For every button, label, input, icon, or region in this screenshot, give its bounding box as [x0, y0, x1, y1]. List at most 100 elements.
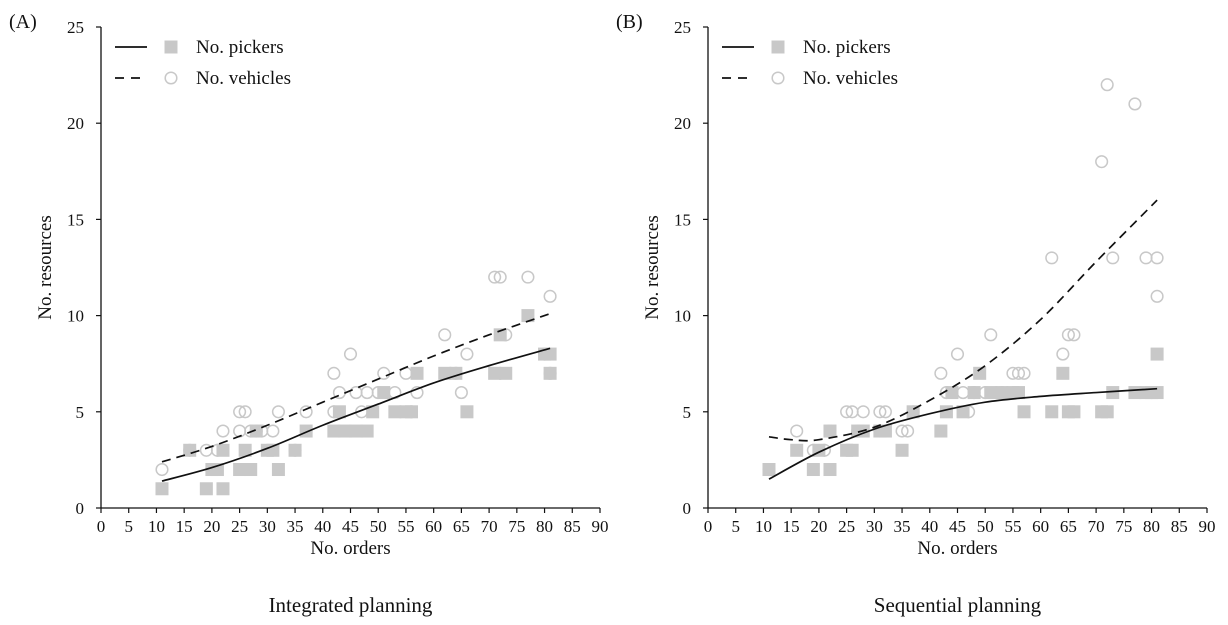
vehicle-marker	[1100, 78, 1114, 92]
chart-panel-a: 0 5 10 15 20 25 30 35 40 45 50 55 60 65 70 75 80 85 900510…	[9, 11, 609, 617]
vehicle-marker	[543, 366, 557, 380]
x-tick-label: 35	[894, 517, 911, 536]
x-tick-label: 50	[977, 517, 994, 536]
y-tick-label: 5	[76, 403, 85, 422]
vehicle-marker	[1150, 289, 1164, 303]
y-tick-label: 15	[67, 210, 84, 229]
vehicle-marker	[840, 405, 854, 419]
vehicle-marker	[1061, 328, 1075, 342]
vehicle-marker	[817, 443, 831, 457]
vehicle-marker	[873, 405, 887, 419]
vehicle-marker	[410, 386, 424, 400]
vehicle-marker	[210, 443, 224, 457]
vehicle-marker	[233, 405, 247, 419]
picker-marker	[1067, 405, 1081, 419]
y-tick-label: 10	[67, 307, 84, 326]
vehicle-marker	[327, 405, 341, 419]
x-tick-label: 40	[314, 517, 331, 536]
x-tick-label: 45	[949, 517, 966, 536]
legend-square-marker	[771, 40, 785, 54]
panel-caption: Integrated planning	[269, 593, 433, 617]
vehicle-marker	[956, 386, 970, 400]
x-tick-label: 30	[259, 517, 276, 536]
vehicle-marker	[327, 366, 341, 380]
picker-marker	[499, 366, 513, 380]
picker-marker	[1128, 386, 1142, 400]
vehicle-marker	[155, 462, 169, 477]
x-tick-label: 5	[731, 517, 740, 536]
picker-marker	[155, 482, 169, 496]
x-tick-label: 15	[176, 517, 193, 536]
x-tick-label: 45	[342, 517, 359, 536]
x-tick-label: 50	[370, 517, 387, 536]
picker-marker	[845, 443, 859, 457]
panel-label: (A)	[9, 11, 37, 33]
picker-marker	[895, 443, 909, 457]
vehicle-marker	[216, 424, 230, 438]
picker-marker	[967, 386, 981, 400]
x-tick-label: 70	[1088, 517, 1105, 536]
vehicle-marker	[984, 328, 998, 342]
picker-marker	[366, 405, 380, 419]
vehicle-marker	[878, 405, 892, 419]
vehicle-marker	[183, 443, 197, 457]
picker-marker	[216, 482, 230, 496]
picker-marker	[271, 463, 285, 477]
x-tick-label: 75	[1115, 517, 1132, 536]
vehicle-marker	[493, 270, 507, 284]
vehicle-marker	[934, 366, 948, 380]
vehicle-marker	[288, 443, 302, 457]
pickers-trend-line	[768, 387, 1158, 480]
x-tick-label: 60	[425, 517, 442, 536]
vehicle-marker	[299, 405, 313, 419]
x-axis-label: No. orders	[310, 538, 390, 559]
vehicle-marker	[521, 270, 535, 284]
vehicle-marker	[238, 405, 252, 419]
vehicle-marker	[1011, 366, 1026, 380]
legend-label: No. vehicles	[196, 68, 291, 89]
vehicle-marker	[978, 386, 992, 400]
vehicle-marker	[1128, 97, 1142, 111]
picker-marker	[410, 366, 424, 380]
chart-panel-b: 0 5 10 15 20 25 30 35 40 45 50 55 60 65 70 75 80 85 900510…	[616, 11, 1216, 617]
x-tick-label: 65	[1060, 517, 1077, 536]
x-tick-label: 80	[1143, 517, 1160, 536]
vehicle-marker	[271, 405, 285, 419]
x-tick-label: 15	[783, 517, 800, 536]
vehicle-marker	[488, 270, 502, 284]
vehicle-marker	[249, 424, 263, 438]
pickers-trend-line	[161, 347, 551, 482]
x-tick-label: 85	[1171, 517, 1188, 536]
picker-marker	[338, 424, 352, 438]
picker-marker	[199, 482, 213, 496]
picker-marker	[1056, 366, 1070, 380]
y-tick-label: 25	[67, 18, 84, 37]
x-tick-label: 90	[592, 517, 609, 536]
picker-marker	[233, 463, 247, 477]
picker-marker	[349, 424, 363, 438]
y-axis-label: No. resources	[642, 215, 663, 319]
legend-label: No. pickers	[196, 37, 284, 58]
x-tick-label: 0	[704, 517, 713, 536]
vehicle-marker	[349, 386, 363, 400]
vehicle-marker	[454, 386, 468, 400]
x-tick-label: 65	[453, 517, 470, 536]
picker-marker	[1011, 386, 1025, 400]
vehicle-marker	[543, 289, 557, 303]
picker-marker	[327, 424, 341, 438]
x-tick-label: 40	[921, 517, 938, 536]
picker-marker	[823, 424, 837, 438]
x-tick-label: 0	[97, 517, 106, 536]
x-tick-label: 30	[866, 517, 883, 536]
legend-circle-marker	[771, 71, 785, 85]
x-tick-label: 25	[838, 517, 855, 536]
x-tick-label: 20	[810, 517, 827, 536]
vehicle-marker	[460, 347, 474, 361]
x-tick-label: 10	[755, 517, 772, 536]
picker-marker	[244, 463, 258, 477]
vehicles-trend-line	[161, 312, 551, 463]
picker-marker	[939, 405, 953, 419]
x-tick-label: 35	[287, 517, 304, 536]
y-tick-label: 10	[674, 307, 691, 326]
